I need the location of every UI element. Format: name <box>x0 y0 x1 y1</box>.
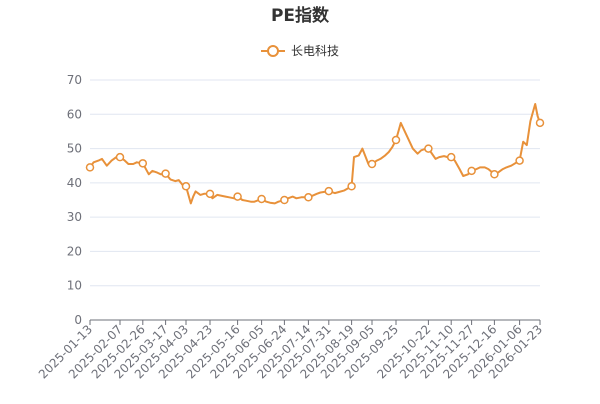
legend-label: 长电科技 <box>291 44 339 58</box>
data-point[interactable] <box>181 182 191 191</box>
data-point[interactable] <box>138 159 148 168</box>
data-point[interactable] <box>391 135 401 145</box>
data-point[interactable] <box>446 152 456 162</box>
series-layer <box>85 103 545 205</box>
legend-marker <box>267 45 279 57</box>
y-tick-label: 60 <box>67 107 82 121</box>
y-tick-label: 0 <box>74 313 82 327</box>
data-point[interactable] <box>161 169 170 178</box>
data-point[interactable] <box>115 152 125 162</box>
y-axis: 0 10 20 30 40 50 60 70 <box>67 73 82 327</box>
legend[interactable]: 长电科技 <box>261 44 339 58</box>
y-tick-label: 50 <box>67 142 82 156</box>
series-line <box>89 103 541 205</box>
x-axis: 2025-01-132025-02-072025-02-262025-03-17… <box>36 320 545 381</box>
y-tick-label: 10 <box>67 279 82 293</box>
chart-title: PE指数 <box>271 5 330 26</box>
data-point[interactable] <box>233 192 242 201</box>
data-point[interactable] <box>324 186 334 196</box>
data-point[interactable] <box>490 170 499 179</box>
data-point[interactable] <box>304 193 313 202</box>
data-point[interactable] <box>535 118 545 128</box>
grid <box>90 79 540 321</box>
data-point[interactable] <box>85 163 95 172</box>
data-point[interactable] <box>347 182 356 191</box>
data-point[interactable] <box>205 189 215 199</box>
data-point[interactable] <box>257 194 266 204</box>
y-tick-label: 70 <box>67 73 82 87</box>
y-tick-label: 40 <box>67 176 82 190</box>
data-point[interactable] <box>367 159 377 169</box>
data-point[interactable] <box>515 156 524 165</box>
data-point[interactable] <box>424 144 433 153</box>
y-tick-label: 30 <box>67 210 82 224</box>
data-point[interactable] <box>280 195 289 205</box>
y-tick-label: 20 <box>67 244 82 258</box>
data-point[interactable] <box>467 166 476 176</box>
